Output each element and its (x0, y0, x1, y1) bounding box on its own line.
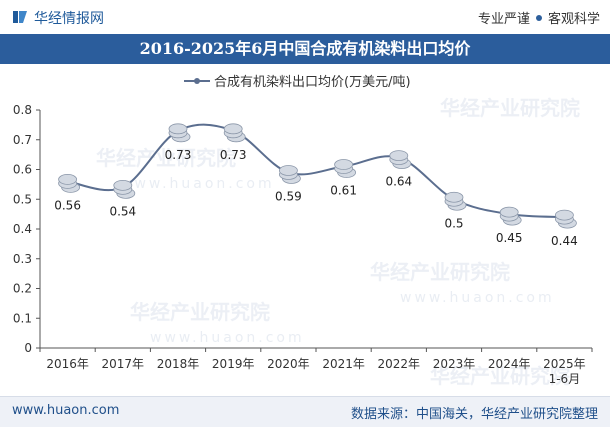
data-label: 0.56 (54, 198, 81, 212)
y-tick-label: 0 (24, 341, 32, 355)
x-tick-label: 2024年 (488, 357, 531, 371)
y-tick-label: 0.7 (13, 133, 32, 147)
line-chart: 合成有机染料出口均价(万美元/吨) 0 0.1 0.2 0.3 0.4 0.5 0.6 0.7… (13, 75, 593, 386)
data-label: 0.73 (165, 148, 192, 162)
y-tick-label: 0.3 (13, 252, 32, 266)
coin-marker (555, 209, 574, 221)
data-point (444, 191, 467, 211)
footer: www.huaon.com 数据来源：中国海关，华经产业研究院整理 (0, 396, 610, 427)
x-tick-label: 2025年 1-6月 (543, 357, 586, 386)
coin-marker (334, 159, 354, 170)
data-point (58, 173, 80, 193)
axes: 0 0.1 0.2 0.3 0.4 0.5 0.6 0.7 0.8 2016年 2017年 2018年… (13, 103, 593, 386)
motto: 专业严谨 客观科学 (478, 8, 600, 27)
y-tick-label: 0.6 (13, 163, 32, 177)
data-point (113, 179, 136, 199)
coin-marker (389, 150, 409, 162)
coin-marker (499, 206, 519, 218)
x-tick-label: 2016年 (46, 357, 89, 371)
motto-right: 客观科学 (547, 12, 600, 27)
chart-title: 2016-2025年6月中国合成有机染料出口均价 (0, 34, 610, 64)
data-point (223, 123, 246, 143)
x-tick-label: 2021年 (322, 357, 365, 371)
data-point (278, 165, 301, 184)
coin-marker (444, 191, 464, 203)
data-label: 0.45 (496, 231, 523, 245)
y-tick-label: 0.2 (13, 282, 32, 296)
logo-icon (13, 11, 27, 23)
x-tick-label: 2023年 (433, 357, 476, 371)
x-tick-label: 2019年 (212, 357, 255, 371)
watermark-url: www.huaon.com (120, 176, 275, 192)
chart-legend: 合成有机染料出口均价(万美元/吨) (184, 75, 411, 90)
data-label: 0.44 (551, 234, 578, 248)
series: 0.56 0.54 0.73 0.73 0.59 0.61 0.64 0.5 0.45 0.44 (54, 123, 578, 248)
x-tick-label: 2022年 (378, 357, 421, 371)
top-bar: 华经情报网 专业严谨 客观科学 (0, 0, 610, 34)
data-point (334, 159, 357, 178)
coin-marker (223, 123, 243, 135)
legend-label: 合成有机染料出口均价(万美元/吨) (214, 75, 411, 90)
y-tick-label: 0.4 (13, 222, 32, 236)
bullet-icon (535, 14, 542, 21)
data-point (499, 206, 522, 226)
coin-marker (113, 179, 133, 191)
data-label: 0.5 (444, 216, 463, 230)
data-label: 0.54 (109, 204, 136, 218)
y-tick-label: 0.1 (13, 311, 32, 325)
data-source: 数据来源：中国海关，华经产业研究院整理 (350, 407, 598, 422)
data-label: 0.73 (220, 148, 247, 162)
watermark-url: www.huaon.com (400, 290, 555, 306)
watermark-url: www.huaon.com (150, 330, 305, 346)
coin-marker (58, 173, 77, 185)
x-tick-label: 2018年 (157, 357, 200, 371)
coin-marker (168, 123, 188, 135)
series-line (67, 123, 565, 219)
site-url: www.huaon.com (12, 403, 120, 418)
data-point (168, 123, 191, 143)
x-tick-label: 2020年 (267, 357, 310, 371)
data-label: 0.61 (330, 184, 357, 198)
data-point (555, 209, 577, 229)
data-label: 0.64 (385, 175, 412, 189)
data-label: 0.59 (275, 189, 302, 203)
brand-name: 华经情报网 (34, 11, 104, 27)
x-tick-label: 2017年 (102, 357, 145, 371)
y-tick-label: 0.8 (13, 103, 32, 117)
legend-marker (194, 78, 200, 84)
coin-marker (278, 165, 298, 176)
data-point (389, 150, 412, 170)
y-tick-label: 0.5 (13, 192, 32, 206)
motto-left: 专业严谨 (477, 12, 530, 27)
